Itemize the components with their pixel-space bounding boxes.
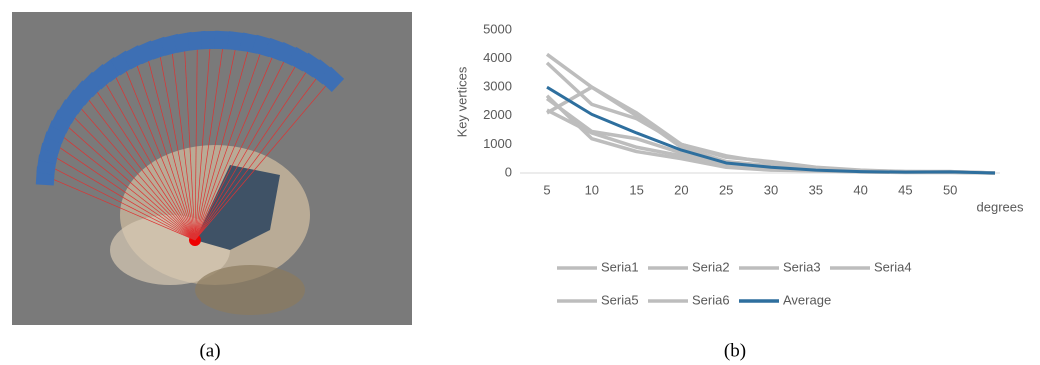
x-tick-label: 45 [898, 182, 912, 197]
caption: (a) [199, 340, 220, 361]
y-axis-label: Key vertices [454, 66, 469, 137]
series-line [547, 63, 995, 173]
figure: (a) (b) Key vertices degrees 0 1000 2000 30… [0, 0, 1040, 365]
legend-label: Seria3 [783, 259, 821, 274]
series-line [547, 54, 995, 173]
x-axis-label: degrees [977, 199, 1024, 214]
legend-label: Seria6 [692, 292, 730, 307]
page: (a) (b) Key vertices degrees 0 1000 2000 30… [0, 0, 1040, 365]
legend-label: Average [783, 292, 831, 307]
cloud-blob [195, 265, 305, 315]
x-tick-label: 50 [943, 182, 957, 197]
x-tick-label: 30 [764, 182, 778, 197]
legend-label: Seria5 [601, 292, 639, 307]
point-cloud-image [12, 12, 412, 325]
x-tick-label: 10 [585, 182, 599, 197]
x-tick-label: 20 [674, 182, 688, 197]
y-tick-label: 0 [505, 164, 512, 179]
x-tick-label: 25 [719, 182, 733, 197]
y-tick-label: 1000 [483, 136, 512, 151]
y-tick-label: 2000 [483, 107, 512, 122]
caption: (b) [724, 340, 746, 361]
y-tick-label: 3000 [483, 79, 512, 94]
x-tick-label: 15 [629, 182, 643, 197]
legend-label: Seria1 [601, 259, 639, 274]
x-tick-label: 5 [543, 182, 550, 197]
legend-label: Seria2 [692, 259, 730, 274]
y-tick-label: 5000 [483, 21, 512, 36]
x-tick-label: 35 [809, 182, 823, 197]
x-tick-label: 40 [853, 182, 867, 197]
y-tick-label: 4000 [483, 50, 512, 65]
legend-label: Seria4 [874, 259, 912, 274]
